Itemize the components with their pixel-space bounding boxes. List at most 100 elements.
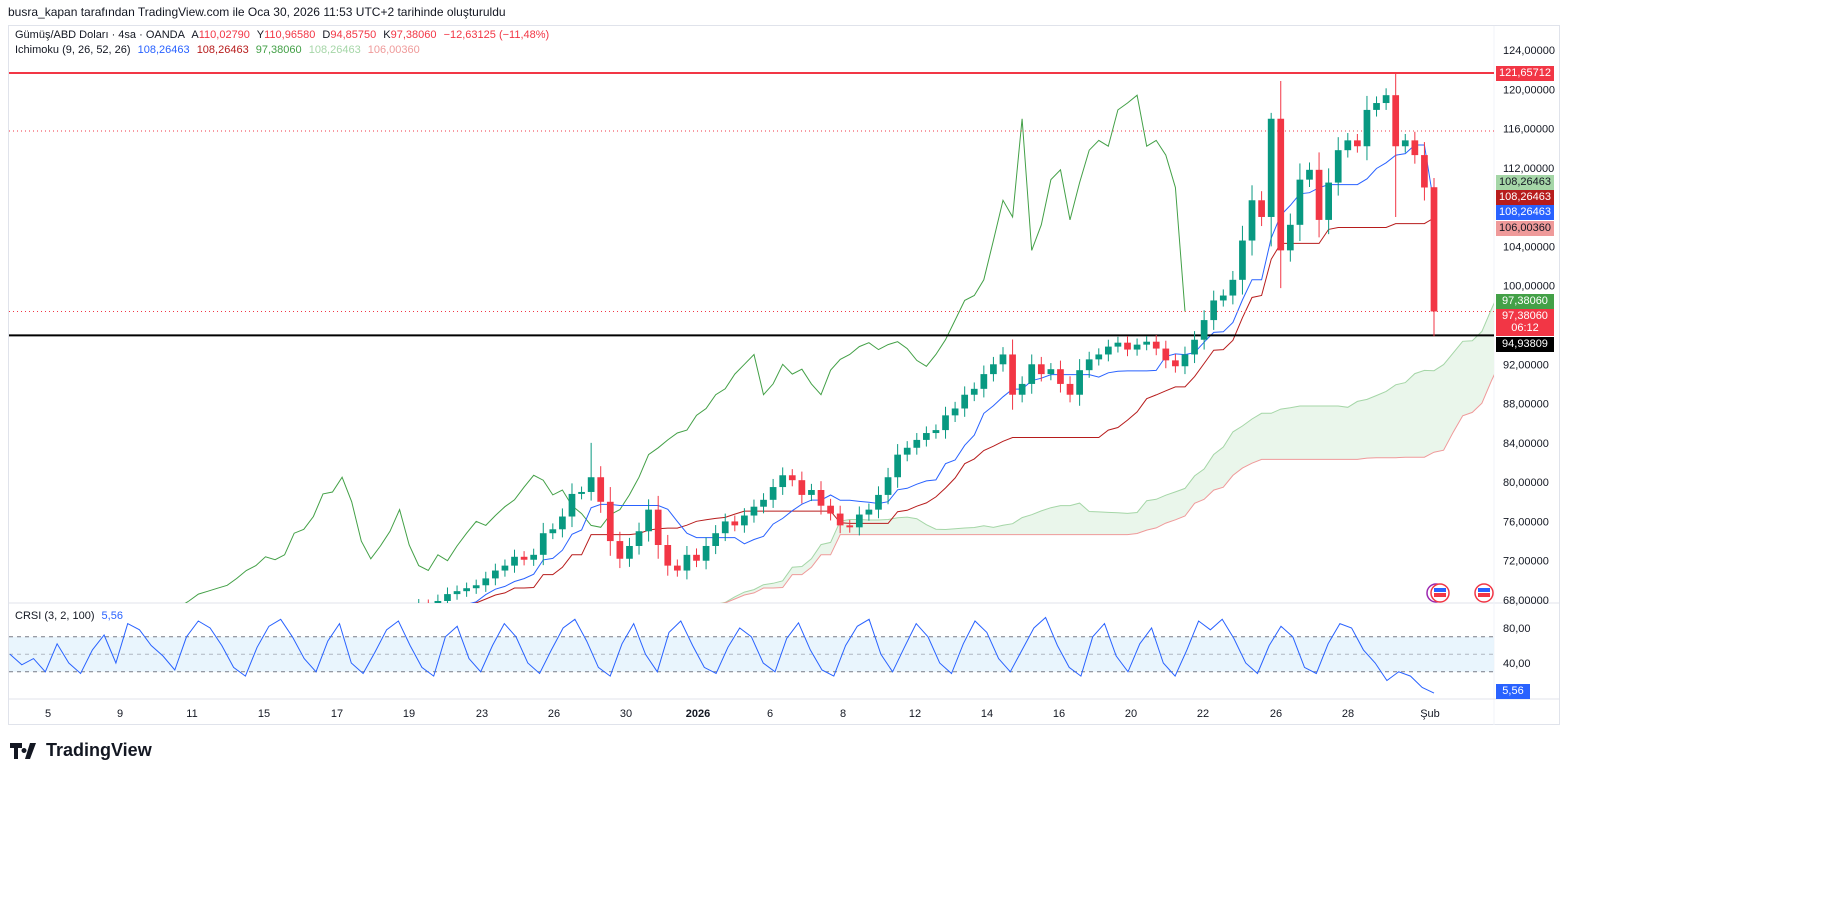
event-icons[interactable]: [1426, 583, 1494, 603]
time-axis-label: 6: [767, 708, 773, 720]
price-axis-label: 88,00000: [1503, 399, 1549, 411]
candle-body: [606, 501, 614, 542]
crsi-band: [9, 636, 1494, 672]
candle: [1373, 96, 1380, 117]
crsi-axis-label: 40,00: [1503, 658, 1531, 670]
candle-body: [1066, 383, 1074, 395]
candle-body: [1430, 187, 1438, 312]
candle-body: [894, 454, 901, 478]
candle: [1124, 336, 1131, 357]
candle-body: [530, 554, 538, 560]
candle: [760, 493, 767, 514]
candle: [1028, 354, 1036, 394]
price-axis-label: 68,00000: [1503, 595, 1549, 607]
candle: [1104, 339, 1112, 362]
candle-body: [463, 588, 470, 592]
candle: [1143, 336, 1151, 351]
candle: [961, 386, 969, 417]
candle: [951, 401, 959, 422]
ichimoku-lagging-span: [184, 94, 1186, 603]
resistance-price-tag: 121,65712: [1496, 66, 1554, 81]
candle-body: [1401, 140, 1409, 147]
candle-body: [387, 618, 394, 621]
candle: [1248, 185, 1256, 256]
time-axis-label: 16: [1053, 708, 1065, 720]
ichimoku-legend[interactable]: Ichimoku (9, 26, 52, 26) 108,26463 108,2…: [15, 44, 424, 56]
close-value: 97,38060: [390, 29, 437, 41]
price-axis[interactable]: 124,00000 120,00000 116,00000 112,00000 104,…: [1503, 45, 1555, 670]
time-axis-label: 22: [1197, 708, 1209, 720]
candle-body: [702, 545, 710, 561]
price-pane[interactable]: [9, 72, 1683, 626]
candle: [1334, 137, 1342, 196]
candle: [1095, 348, 1103, 366]
candle: [1267, 112, 1275, 247]
candle-body: [1421, 155, 1428, 188]
candle-body: [836, 513, 844, 526]
candle: [1430, 178, 1438, 337]
candle: [1133, 338, 1141, 356]
flag-canton: [1434, 588, 1446, 592]
crsi-value: 5,56: [101, 610, 123, 622]
candle-body: [1258, 200, 1265, 217]
chart-frame: [8, 25, 1560, 725]
candle: [434, 594, 442, 603]
candle: [721, 513, 729, 542]
candle-body: [808, 490, 815, 495]
candle: [750, 499, 758, 523]
time-axis[interactable]: 5 9 11 15 17 19 23 26 30 2026 6 8 12 14 16 20 22 26 28 Şub: [45, 708, 1440, 720]
candle: [539, 522, 547, 566]
candle-body: [1009, 354, 1016, 395]
price-axis-label: 92,00000: [1503, 359, 1549, 371]
crsi-pane[interactable]: [9, 616, 1494, 694]
candle-body: [1382, 95, 1390, 104]
candle-body: [1411, 140, 1419, 156]
support-price-tag: 94,93809: [1496, 337, 1554, 352]
candle: [482, 571, 490, 592]
chart-caption: busra_kapan tarafından TradingView.com i…: [8, 5, 506, 19]
time-axis-label: 2026: [686, 708, 710, 720]
candle: [597, 466, 605, 513]
candle-body: [903, 447, 911, 455]
tradingview-logo[interactable]: TradingView: [10, 740, 152, 761]
flag-stripe: [1434, 593, 1446, 597]
candle-body: [1028, 364, 1036, 384]
candle-body: [425, 605, 432, 607]
candle: [693, 548, 700, 568]
candle-body: [406, 609, 413, 612]
close-label: K: [383, 29, 391, 41]
candle-body: [1315, 169, 1323, 220]
candle: [1152, 335, 1160, 356]
time-axis-label: 28: [1342, 708, 1354, 720]
candle-body: [1334, 150, 1342, 183]
candle: [1344, 132, 1352, 158]
ichimoku-title: Ichimoku (9, 26, 52, 26): [15, 44, 131, 56]
candle: [932, 424, 940, 439]
candle: [827, 498, 834, 521]
candle: [1239, 225, 1246, 295]
candle-body: [1085, 359, 1093, 371]
symbol-legend[interactable]: Gümüş/ABD Doları · 4sa · OANDA A110,0279…: [15, 29, 553, 41]
candle: [1219, 289, 1227, 307]
ichimoku-conversion: 108,26463: [137, 44, 190, 56]
candle: [1181, 346, 1189, 375]
candle-body: [482, 578, 490, 586]
candle-body: [1200, 320, 1208, 340]
candle-body: [492, 570, 499, 579]
candle: [1191, 331, 1198, 364]
crsi-legend[interactable]: CRSI (3, 2, 100) 5,56: [15, 610, 127, 622]
candle: [712, 525, 720, 555]
price-axis-label: 100,00000: [1503, 281, 1555, 293]
time-axis-label: 19: [403, 708, 415, 720]
candle: [894, 444, 901, 488]
time-axis-label: 26: [548, 708, 560, 720]
candle: [1210, 290, 1218, 330]
candle-body: [1239, 240, 1246, 280]
candle-body: [999, 354, 1007, 365]
candle: [492, 563, 499, 586]
candle-body: [559, 516, 566, 530]
candle-body: [635, 531, 643, 546]
candle-body: [1114, 342, 1122, 347]
lead-a-price-tag: 108,26463: [1496, 175, 1554, 190]
